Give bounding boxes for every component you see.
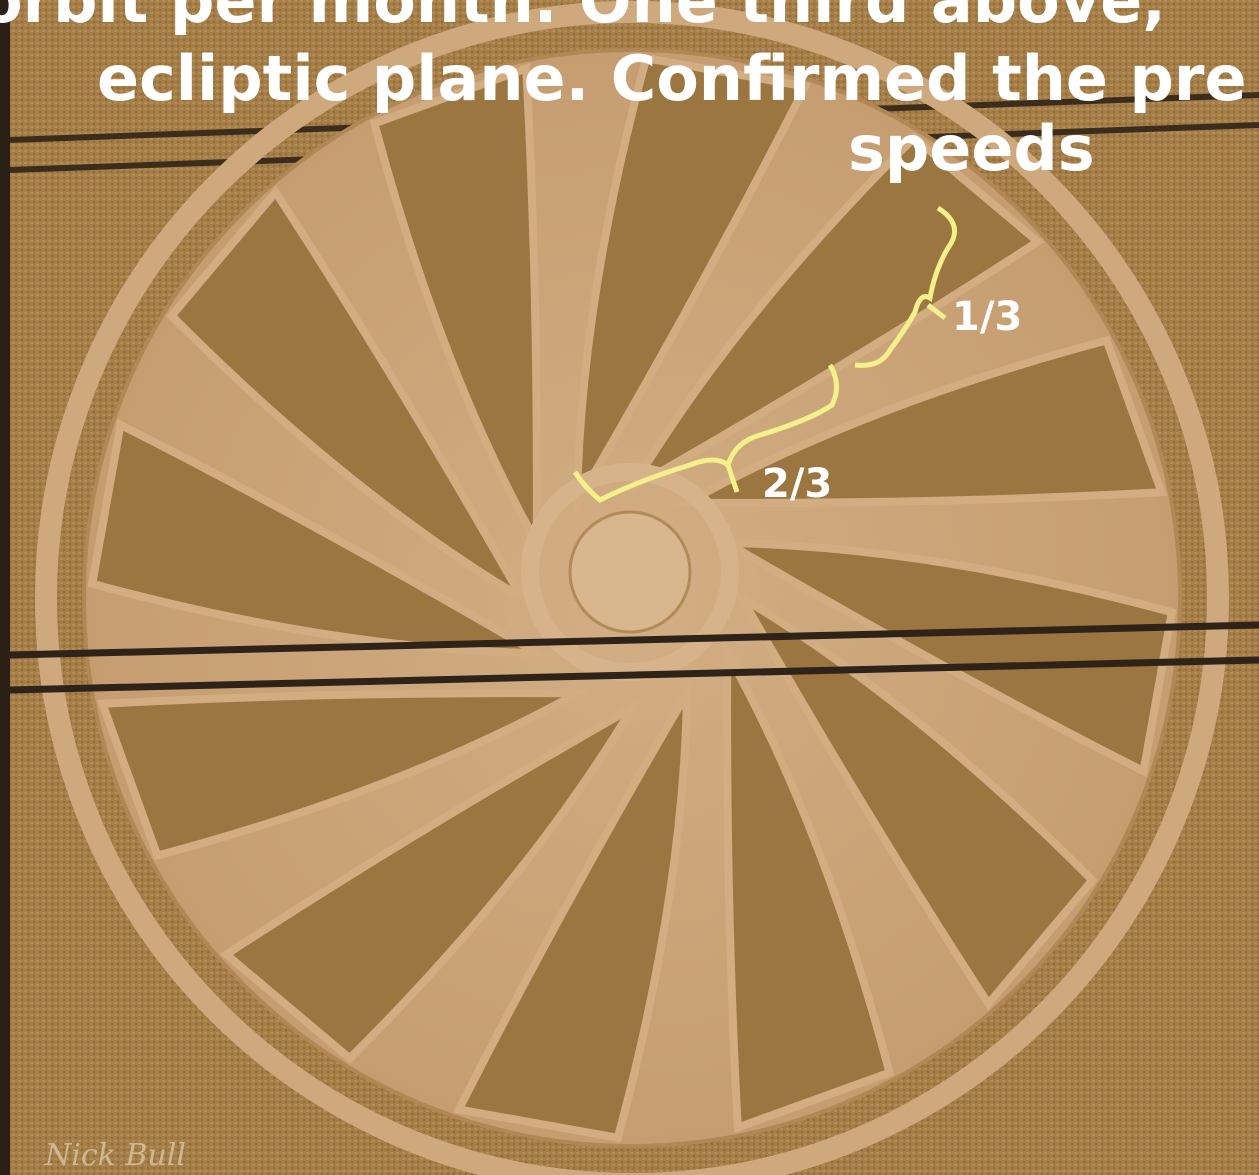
center-circle [570,512,690,632]
left-edge [0,0,10,1175]
caption-line: speeds [848,112,1095,185]
crop-circle-photo: orbit per month. One third above, eclipt… [0,0,1259,1175]
caption-line: ecliptic plane. Confirmed the pre [97,42,1247,115]
fraction-label: 2/3 [762,461,832,507]
signature: Nick Bull [44,1138,186,1173]
page: orbit per month. One third above, eclipt… [0,0,1259,1175]
caption-line: orbit per month. One third above, [0,0,1166,37]
fraction-label: 1/3 [952,294,1022,340]
